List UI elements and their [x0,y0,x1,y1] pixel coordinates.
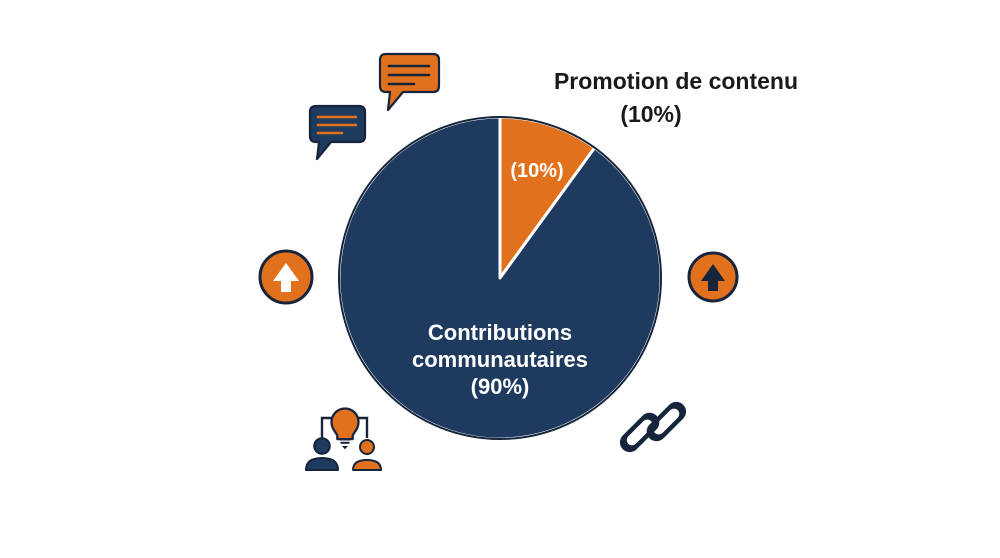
svg-text:(10%): (10%) [510,160,563,182]
svg-text:communautaires: communautaires [412,347,588,372]
svg-text:(10%): (10%) [620,101,681,127]
svg-text:Contributions: Contributions [428,320,572,345]
svg-text:(90%): (90%) [471,374,530,399]
svg-text:Promotion de contenu: Promotion de contenu [554,68,798,94]
